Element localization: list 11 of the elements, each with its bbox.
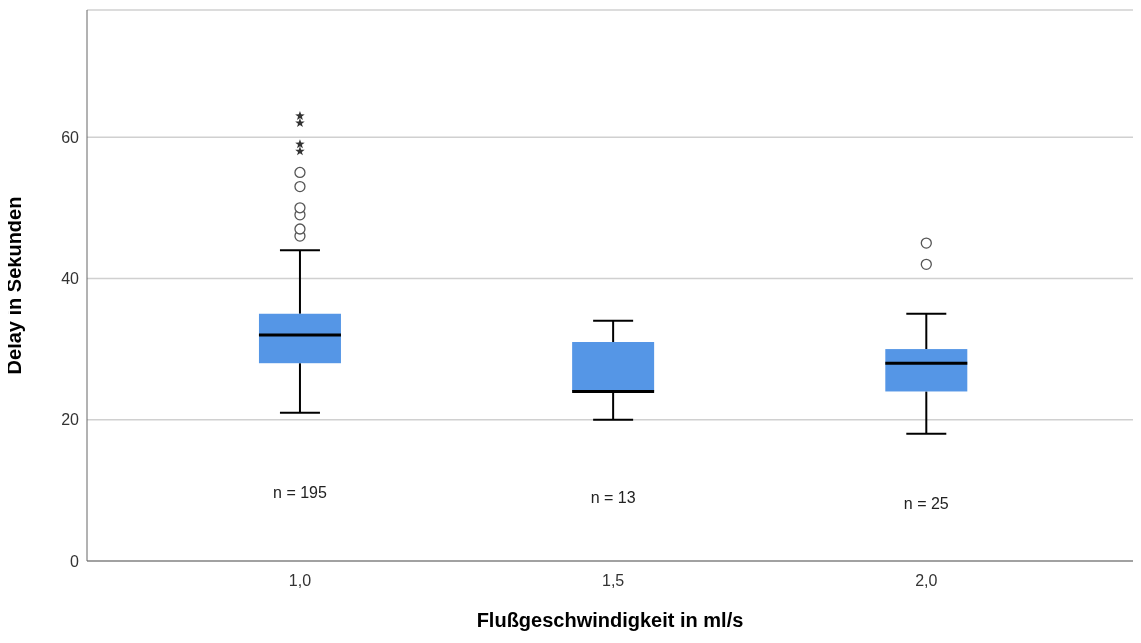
y-tick-label: 40	[61, 270, 80, 288]
y-tick-label: 0	[70, 552, 80, 570]
x-axis-title: Flußgeschwindigkeit in ml/s	[476, 609, 744, 631]
annotation: n = 195	[273, 483, 327, 501]
annotation: n = 25	[903, 494, 949, 512]
x-tick-label: 1,5	[602, 572, 625, 590]
annotation: n = 13	[590, 489, 636, 507]
y-tick-label: 60	[61, 128, 80, 146]
y-tick-label: 20	[61, 411, 80, 429]
x-tick-label: 2,0	[915, 572, 938, 590]
x-tick-label: 1,0	[288, 572, 312, 590]
